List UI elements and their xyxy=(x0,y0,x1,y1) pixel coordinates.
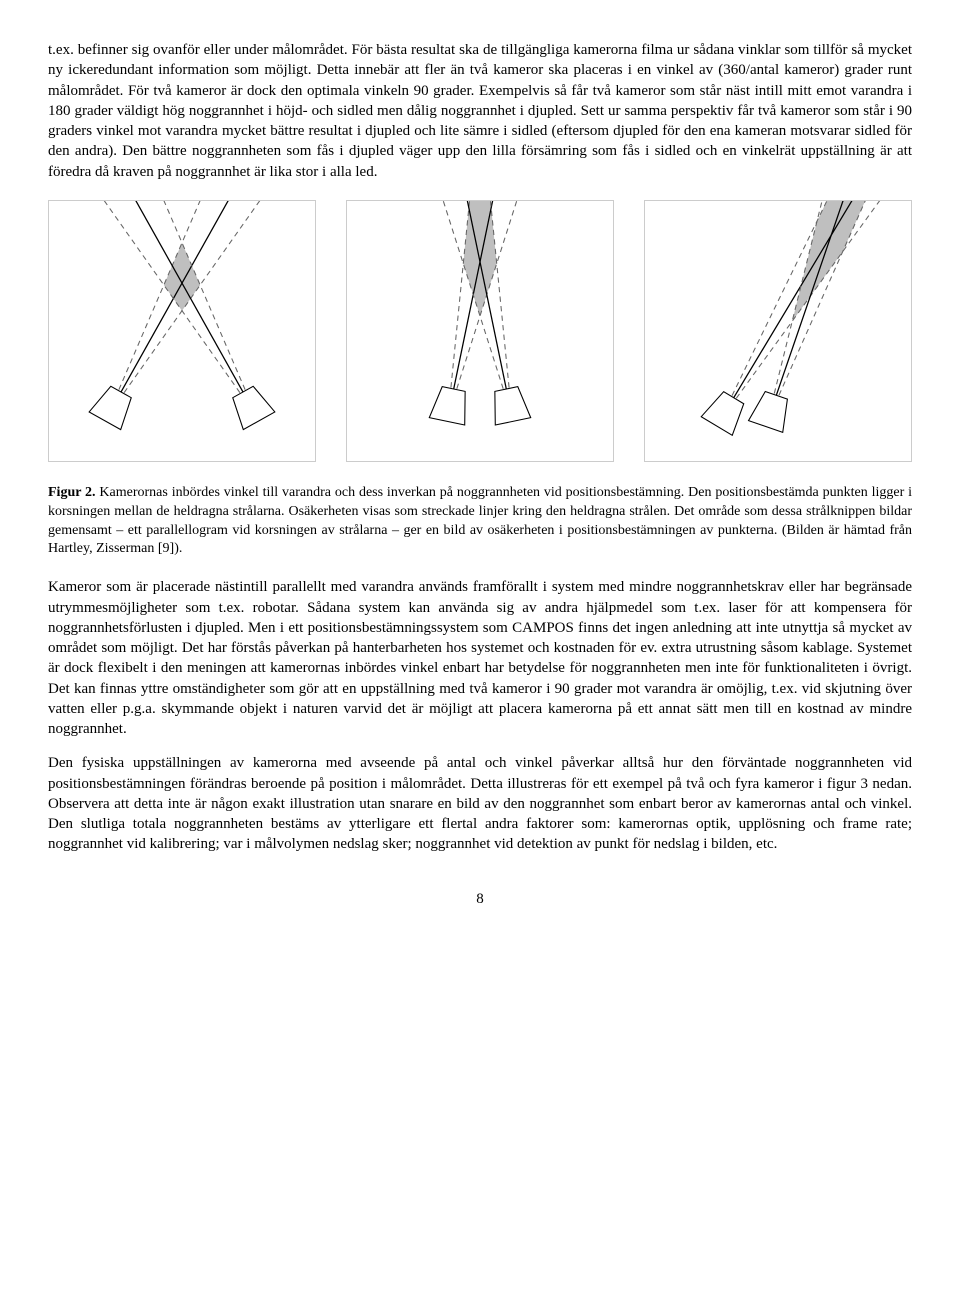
figure-2-panel-3 xyxy=(644,200,912,462)
body-paragraph-2: Kameror som är placerade nästintill para… xyxy=(48,577,912,739)
body-paragraph-1: t.ex. befinner sig ovanför eller under m… xyxy=(48,40,912,182)
figure-2-panel-2 xyxy=(346,200,614,462)
figure-2-panel-1 xyxy=(48,200,316,462)
figure-2-panels xyxy=(48,200,912,462)
body-paragraph-3: Den fysiska uppställningen av kamerorna … xyxy=(48,753,912,854)
figure-2-caption: Figur 2. Kamerornas inbördes vinkel till… xyxy=(48,484,912,560)
figure-2-caption-text: Kamerornas inbördes vinkel till varandra… xyxy=(48,485,912,557)
figure-2-label: Figur 2. xyxy=(48,485,96,500)
page-number: 8 xyxy=(48,889,912,909)
